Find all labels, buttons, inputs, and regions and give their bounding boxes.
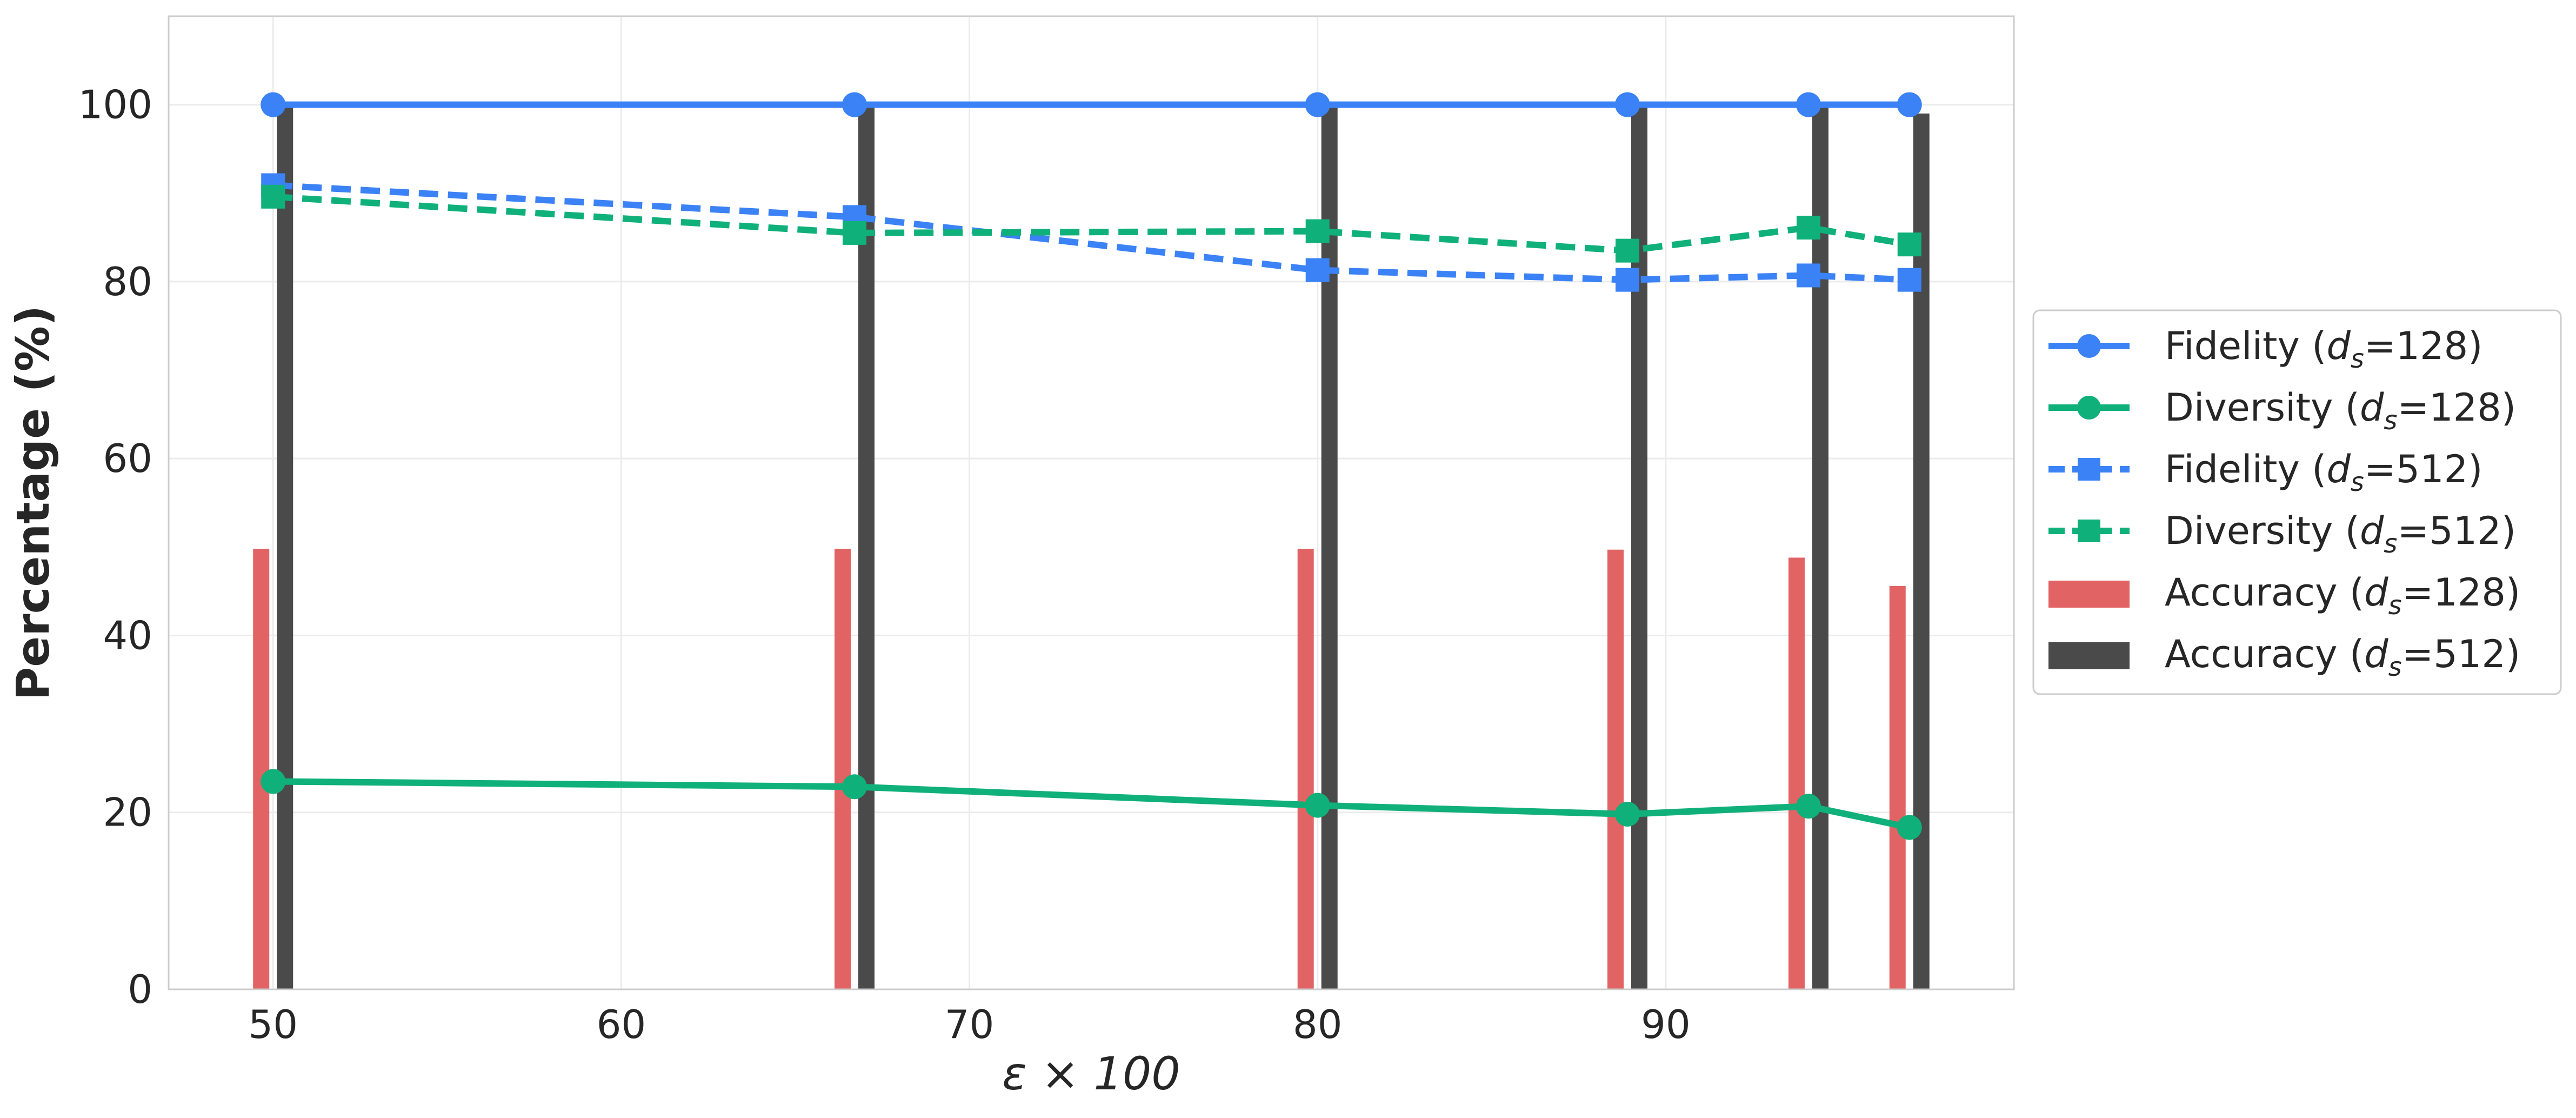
legend-label: Diversity (ds=512) [2165, 509, 2516, 559]
plot-frame [168, 15, 2015, 990]
lines [270, 101, 1913, 831]
y-tick-label: 100 [78, 82, 152, 128]
legend-marker [2077, 396, 2101, 420]
data-point [261, 769, 286, 794]
data-point [1305, 793, 1330, 818]
x-tick-label: 90 [1641, 1002, 1691, 1047]
bars [253, 104, 1930, 990]
legend-label: Diversity (ds=128) [2165, 385, 2516, 436]
x-tick-label: 60 [597, 1002, 646, 1047]
data-point [1305, 258, 1330, 282]
data-point [1614, 802, 1640, 827]
x-tick-label: 50 [248, 1002, 298, 1047]
plot-area [169, 16, 2014, 989]
data-point [1897, 815, 1922, 840]
data-point [261, 92, 286, 117]
series-line [270, 778, 1913, 831]
legend-label: Accuracy (ds=128) [2165, 570, 2520, 621]
y-tick-label: 0 [128, 967, 152, 1012]
series-line [272, 193, 1910, 254]
accuracy-bar [834, 549, 851, 989]
markers [261, 92, 1922, 840]
data-point [842, 774, 867, 800]
data-point [1897, 268, 1921, 292]
accuracy-bar [1788, 557, 1805, 989]
data-point [261, 184, 285, 209]
x-tick-labels: 50 60 70 80 90 [248, 1002, 1690, 1047]
data-point [842, 92, 867, 117]
data-point [1615, 268, 1639, 292]
y-tick-label: 20 [103, 790, 152, 835]
data-point [1796, 92, 1821, 117]
legend-label: Fidelity (ds=128) [2165, 324, 2482, 374]
accuracy-bar [1913, 114, 1930, 989]
accuracy-bar [1631, 104, 1647, 990]
data-point [842, 221, 866, 245]
x-tick-label: 80 [1293, 1002, 1343, 1047]
data-point [1796, 263, 1820, 288]
accuracy-bar [858, 104, 875, 990]
accuracy-bar [1607, 549, 1624, 989]
data-point [1305, 219, 1330, 243]
data-point [1897, 92, 1922, 117]
y-tick-label: 60 [103, 436, 152, 481]
accuracy-bar [1321, 104, 1338, 990]
legend-marker [2078, 458, 2100, 481]
accuracy-bar [277, 104, 293, 990]
y-tick-label: 80 [103, 259, 152, 304]
legend-marker [2078, 520, 2100, 542]
legend: Fidelity (ds=128) Diversity (ds=128) Fidel… [2032, 309, 2562, 695]
data-point [1796, 794, 1821, 819]
legend-label: Fidelity (ds=512) [2165, 447, 2482, 497]
data-point [1796, 216, 1820, 240]
data-point [1897, 232, 1921, 257]
legend-swatch [2048, 642, 2130, 669]
y-tick-label: 40 [103, 613, 152, 658]
x-axis-label: ε × 100 [1002, 1047, 1180, 1100]
legend-marker [2077, 334, 2101, 358]
accuracy-bar [1297, 549, 1314, 989]
series-line [272, 182, 1910, 283]
accuracy-bar [1812, 104, 1828, 990]
accuracy-bar [1889, 585, 1906, 989]
y-tick-labels: 0 20 40 60 80 100 [78, 82, 152, 1012]
data-point [1305, 92, 1330, 117]
data-point [1614, 92, 1640, 117]
data-point [1615, 238, 1639, 263]
legend-frame [2032, 309, 2562, 695]
x-tick-label: 70 [945, 1002, 995, 1047]
accuracy-bar [253, 549, 270, 989]
legend-label: Accuracy (ds=512) [2165, 632, 2520, 682]
legend-swatch [2048, 581, 2130, 608]
y-axis-label: Percentage (%) [6, 305, 59, 701]
